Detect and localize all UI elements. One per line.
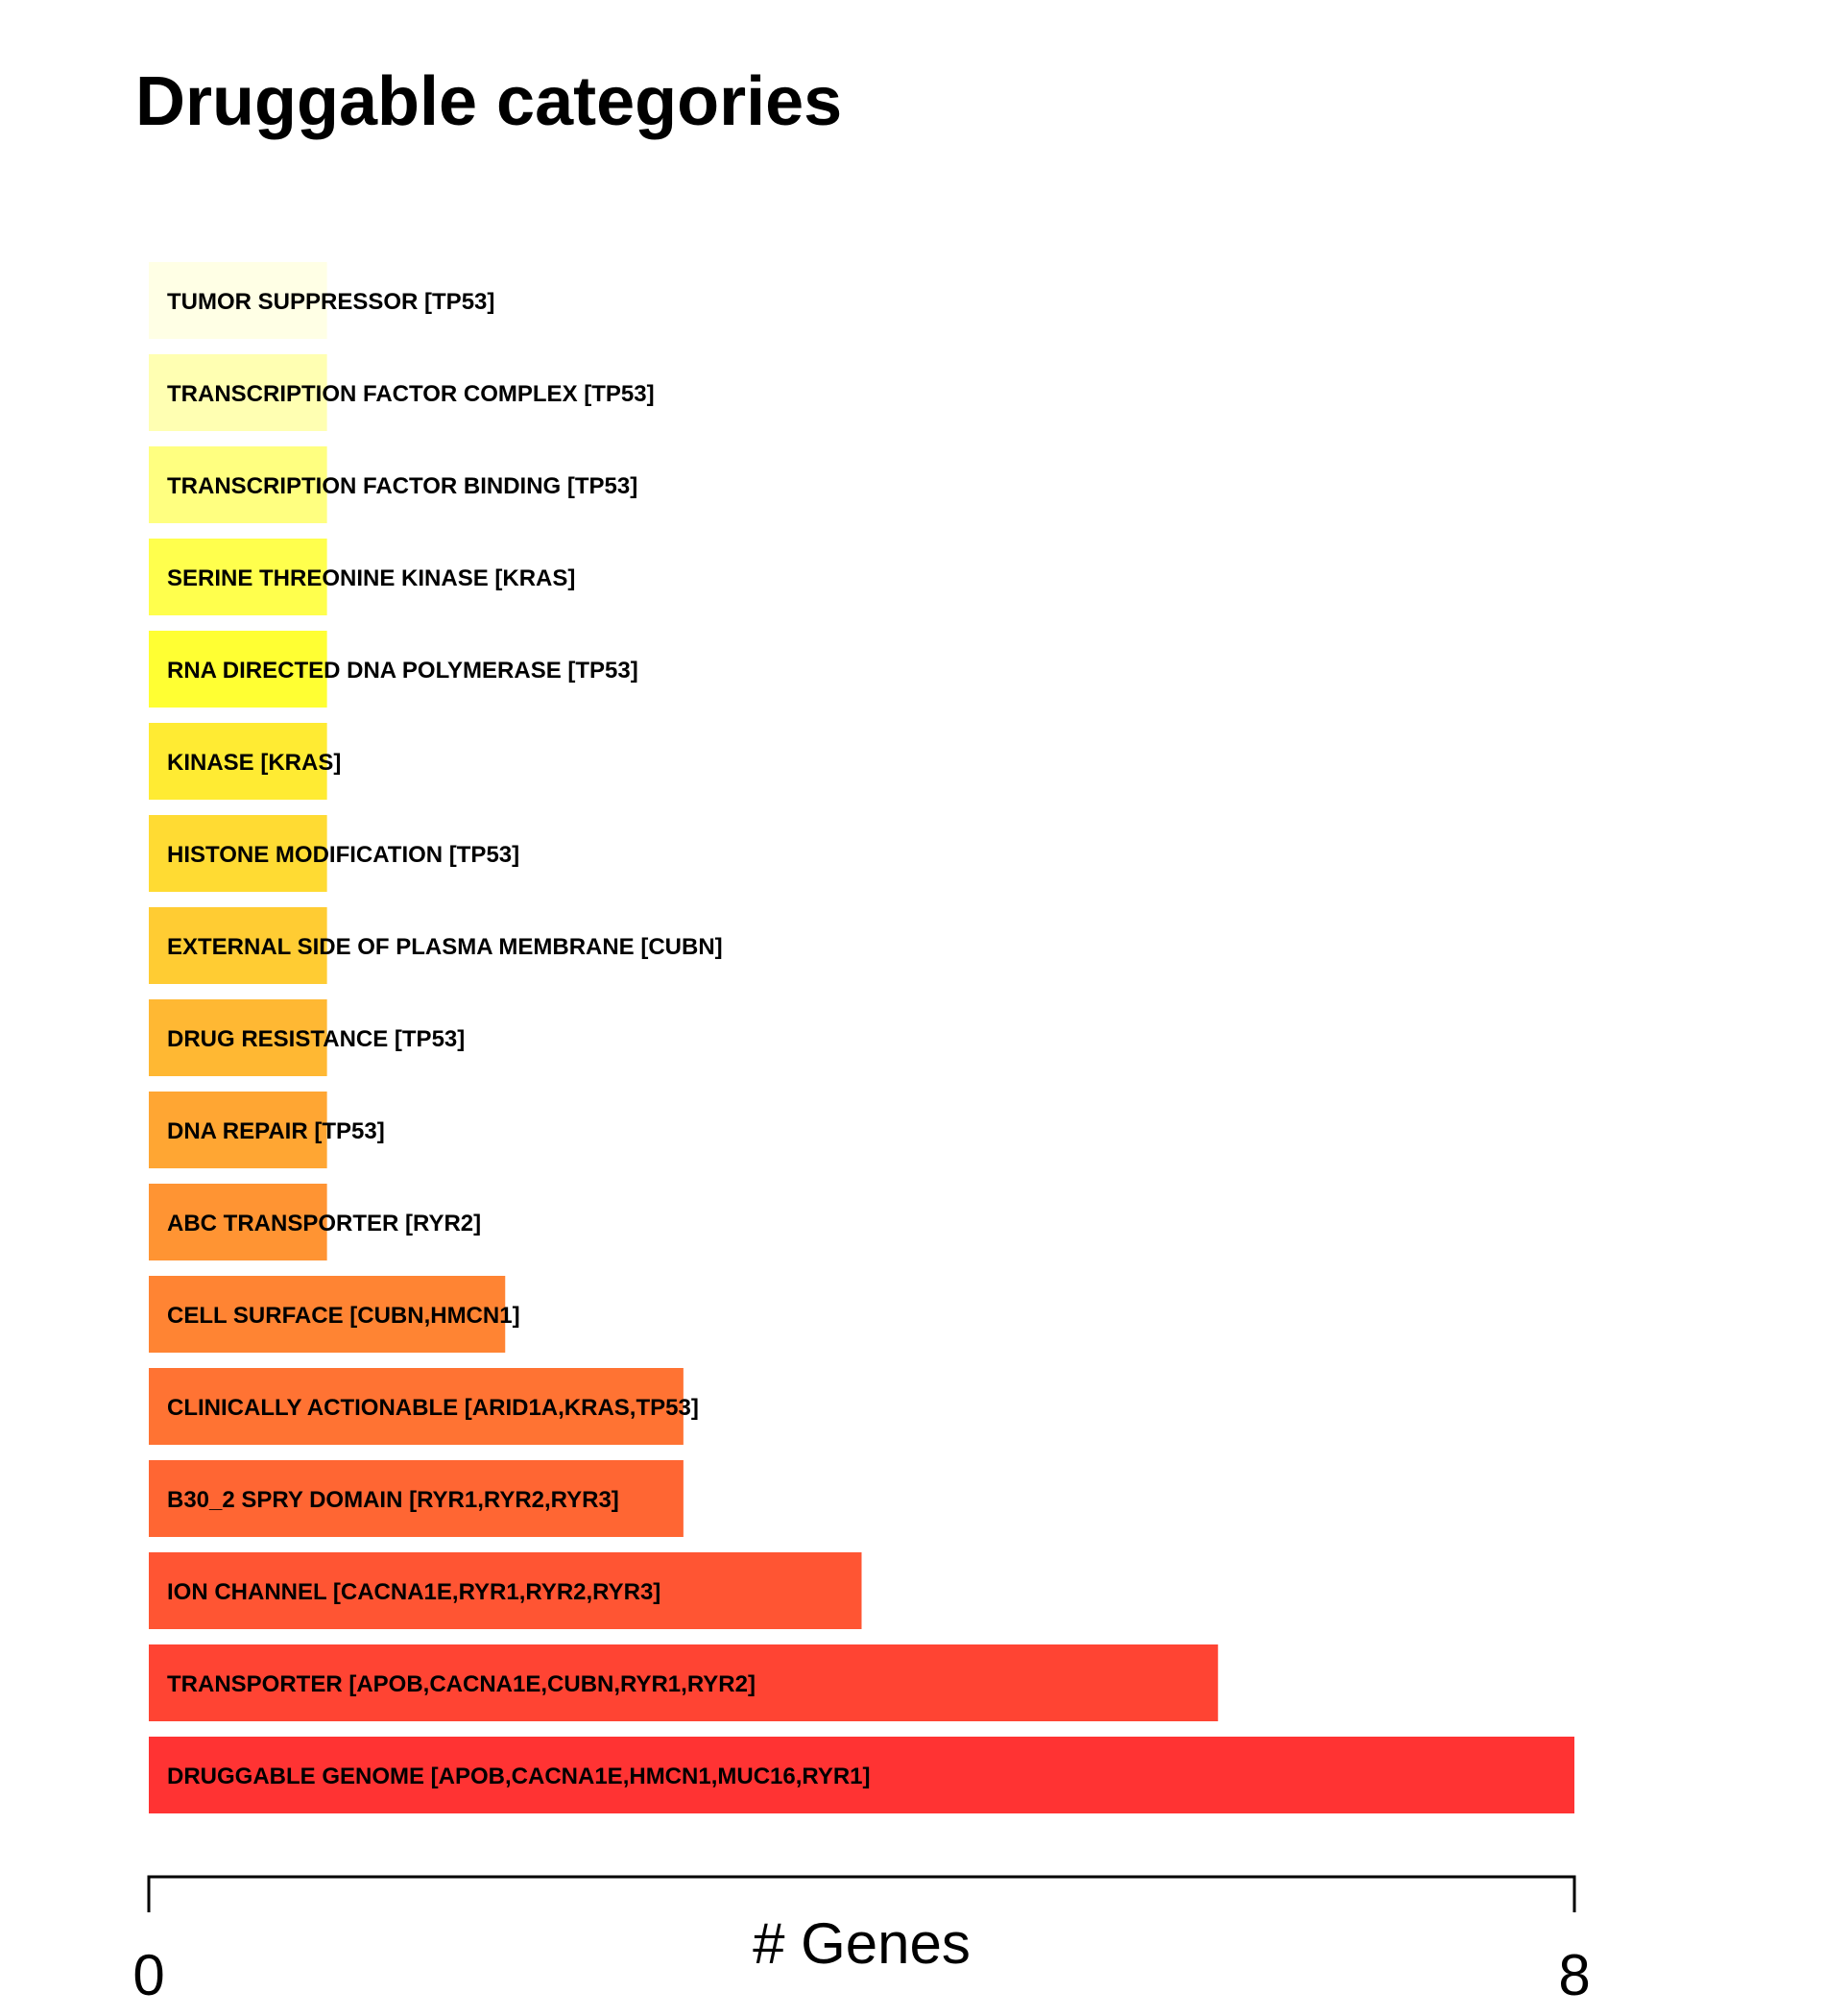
- bar-label-11: CELL SURFACE [CUBN,HMCN1]: [167, 1303, 520, 1329]
- bar-label-12: CLINICALLY ACTIONABLE [ARID1A,KRAS,TP53]: [167, 1395, 699, 1421]
- x-axis-line: [147, 1875, 1576, 1912]
- bar-label-4: RNA DIRECTED DNA POLYMERASE [TP53]: [167, 658, 638, 684]
- bar-0: [149, 262, 327, 339]
- bar-9: [149, 1092, 327, 1168]
- bar-15: [149, 1644, 1218, 1721]
- bar-5: [149, 723, 327, 800]
- bar-14: [149, 1552, 862, 1629]
- x-axis-label: # Genes: [753, 1911, 971, 1976]
- bar-label-13: B30_2 SPRY DOMAIN [RYR1,RYR2,RYR3]: [167, 1487, 619, 1513]
- x-tick-label-8: 8: [1558, 1943, 1590, 2007]
- bar-label-10: ABC TRANSPORTER [RYR2]: [167, 1211, 481, 1236]
- bar-label-9: DNA REPAIR [TP53]: [167, 1118, 385, 1144]
- bar-3: [149, 539, 327, 615]
- bar-4: [149, 631, 327, 708]
- bar-8: [149, 999, 327, 1076]
- bar-13: [149, 1460, 684, 1537]
- bar-label-3: SERINE THREONINE KINASE [KRAS]: [167, 565, 575, 591]
- bar-label-6: HISTONE MODIFICATION [TP53]: [167, 842, 519, 868]
- bar-16: [149, 1737, 1574, 1813]
- bar-label-1: TRANSCRIPTION FACTOR COMPLEX [TP53]: [167, 381, 655, 407]
- bar-1: [149, 354, 327, 431]
- chart-title: Druggable categories: [135, 63, 842, 140]
- bar-6: [149, 815, 327, 892]
- x-tick-label-0: 0: [132, 1943, 164, 2007]
- bars-group: TUMOR SUPPRESSOR [TP53] TRANSCRIPTION FAC…: [149, 262, 1574, 1813]
- bar-label-5: KINASE [KRAS]: [167, 750, 341, 776]
- bar-7: [149, 907, 327, 984]
- bar-label-14: ION CHANNEL [CACNA1E,RYR1,RYR2,RYR3]: [167, 1579, 660, 1605]
- bar-label-7: EXTERNAL SIDE OF PLASMA MEMBRANE [CUBN]: [167, 934, 723, 960]
- bar-label-8: DRUG RESISTANCE [TP53]: [167, 1026, 465, 1052]
- bar-2: [149, 446, 327, 523]
- bar-label-0: TUMOR SUPPRESSOR [TP53]: [167, 289, 494, 315]
- bar-10: [149, 1184, 327, 1260]
- bar-label-2: TRANSCRIPTION FACTOR BINDING [TP53]: [167, 473, 637, 499]
- bar-label-15: TRANSPORTER [APOB,CACNA1E,CUBN,RYR1,RYR2…: [167, 1671, 756, 1697]
- bar-11: [149, 1276, 506, 1353]
- bar-label-16: DRUGGABLE GENOME [APOB,CACNA1E,HMCN1,MUC…: [167, 1764, 871, 1789]
- x-axis: 0 8 # Genes: [132, 1875, 1591, 2007]
- bar-12: [149, 1368, 684, 1445]
